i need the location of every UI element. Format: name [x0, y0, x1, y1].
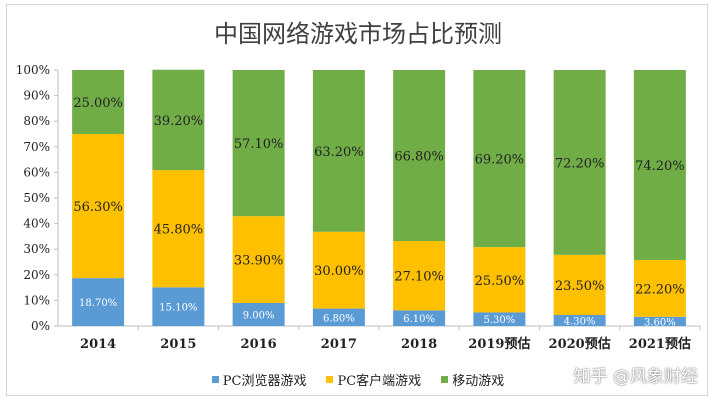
legend-label: 移动游戏	[452, 374, 505, 389]
legend: PC浏览器游戏 PC客户端游戏 移动游戏	[0, 370, 716, 389]
data-label: 27.10%	[394, 270, 444, 285]
bar-segment	[473, 247, 526, 313]
bar-segment	[553, 254, 606, 315]
data-label: 56.30%	[73, 200, 123, 215]
bar-segment	[152, 287, 205, 326]
data-label: 15.10%	[159, 303, 197, 314]
bar-segment	[152, 69, 205, 171]
bar-segment	[393, 310, 446, 326]
x-tick-label: 2017	[321, 337, 357, 352]
data-label: 69.20%	[475, 153, 525, 168]
legend-swatch	[326, 376, 334, 383]
data-label: 33.90%	[234, 254, 284, 269]
bar-segment	[72, 278, 125, 326]
bar-segment	[633, 70, 686, 260]
data-label: 66.80%	[394, 150, 444, 165]
y-tick-label: 50%	[23, 191, 50, 205]
data-label: 30.00%	[314, 264, 364, 279]
x-tick-label: 2014	[80, 337, 116, 352]
data-label: 4.30%	[564, 316, 596, 327]
y-tick-label: 100%	[16, 63, 50, 77]
x-tick-label: 2020预估	[549, 336, 611, 352]
bar-segment	[473, 70, 526, 248]
y-tick-label: 80%	[23, 114, 50, 128]
x-tick-label: 2018	[401, 337, 437, 352]
legend-label: PC浏览器游戏	[222, 374, 307, 389]
bar-segment	[312, 70, 365, 232]
bar-segment	[152, 170, 205, 288]
bar-segment	[393, 241, 446, 311]
x-tick-label: 2016	[241, 337, 277, 352]
data-label: 39.20%	[154, 114, 204, 129]
bar-segment	[553, 70, 606, 255]
data-label: 18.70%	[79, 298, 117, 309]
data-label: 3.60%	[644, 317, 676, 328]
data-label: 23.50%	[555, 279, 605, 294]
bar-segment	[232, 216, 285, 303]
data-label: 6.10%	[403, 314, 435, 325]
y-tick-label: 0%	[31, 319, 50, 333]
legend-item: PC客户端游戏	[326, 370, 421, 389]
y-tick-label: 70%	[23, 140, 50, 154]
bar-segment	[633, 259, 686, 317]
y-tick-label: 60%	[23, 165, 50, 179]
legend-item: PC浏览器游戏	[211, 370, 307, 389]
x-tick-label: 2015	[160, 337, 196, 352]
bar-segment	[633, 316, 686, 326]
legend-swatch	[211, 376, 219, 383]
data-label: 6.80%	[323, 313, 355, 324]
data-label: 9.00%	[243, 310, 275, 321]
y-tick-label: 90%	[23, 89, 50, 103]
bar-segment	[553, 314, 606, 326]
data-label: 25.50%	[475, 274, 525, 289]
data-label: 45.80%	[154, 223, 204, 238]
y-tick-label: 30%	[23, 242, 50, 256]
legend-swatch	[441, 376, 449, 383]
watermark-text: 知乎 @风象财经	[573, 367, 698, 387]
x-tick-label: 2021预估	[629, 336, 691, 352]
chart-title: 中国网络游戏市场占比预测	[214, 20, 502, 48]
data-label: 25.00%	[73, 96, 123, 111]
bar-segment	[232, 302, 285, 326]
data-label: 72.20%	[555, 156, 605, 171]
data-label: 63.20%	[314, 145, 364, 160]
x-tick-label: 2019预估	[468, 336, 530, 352]
y-tick-label: 10%	[23, 293, 50, 307]
bar-segment	[473, 312, 526, 326]
data-label: 74.20%	[635, 159, 685, 174]
data-label: 22.20%	[635, 282, 685, 297]
y-tick-label: 20%	[23, 268, 50, 282]
bar-segment	[312, 231, 365, 309]
bar-segment	[72, 134, 125, 279]
bar-segment	[232, 70, 285, 217]
data-label: 5.30%	[483, 315, 515, 326]
bar-segment	[312, 308, 365, 326]
legend-item: 移动游戏	[441, 370, 504, 389]
y-tick-label: 40%	[23, 217, 50, 231]
data-label: 57.10%	[234, 137, 284, 152]
bar-segment	[72, 70, 125, 134]
bar-segment	[393, 70, 446, 242]
legend-label: PC客户端游戏	[337, 374, 422, 389]
